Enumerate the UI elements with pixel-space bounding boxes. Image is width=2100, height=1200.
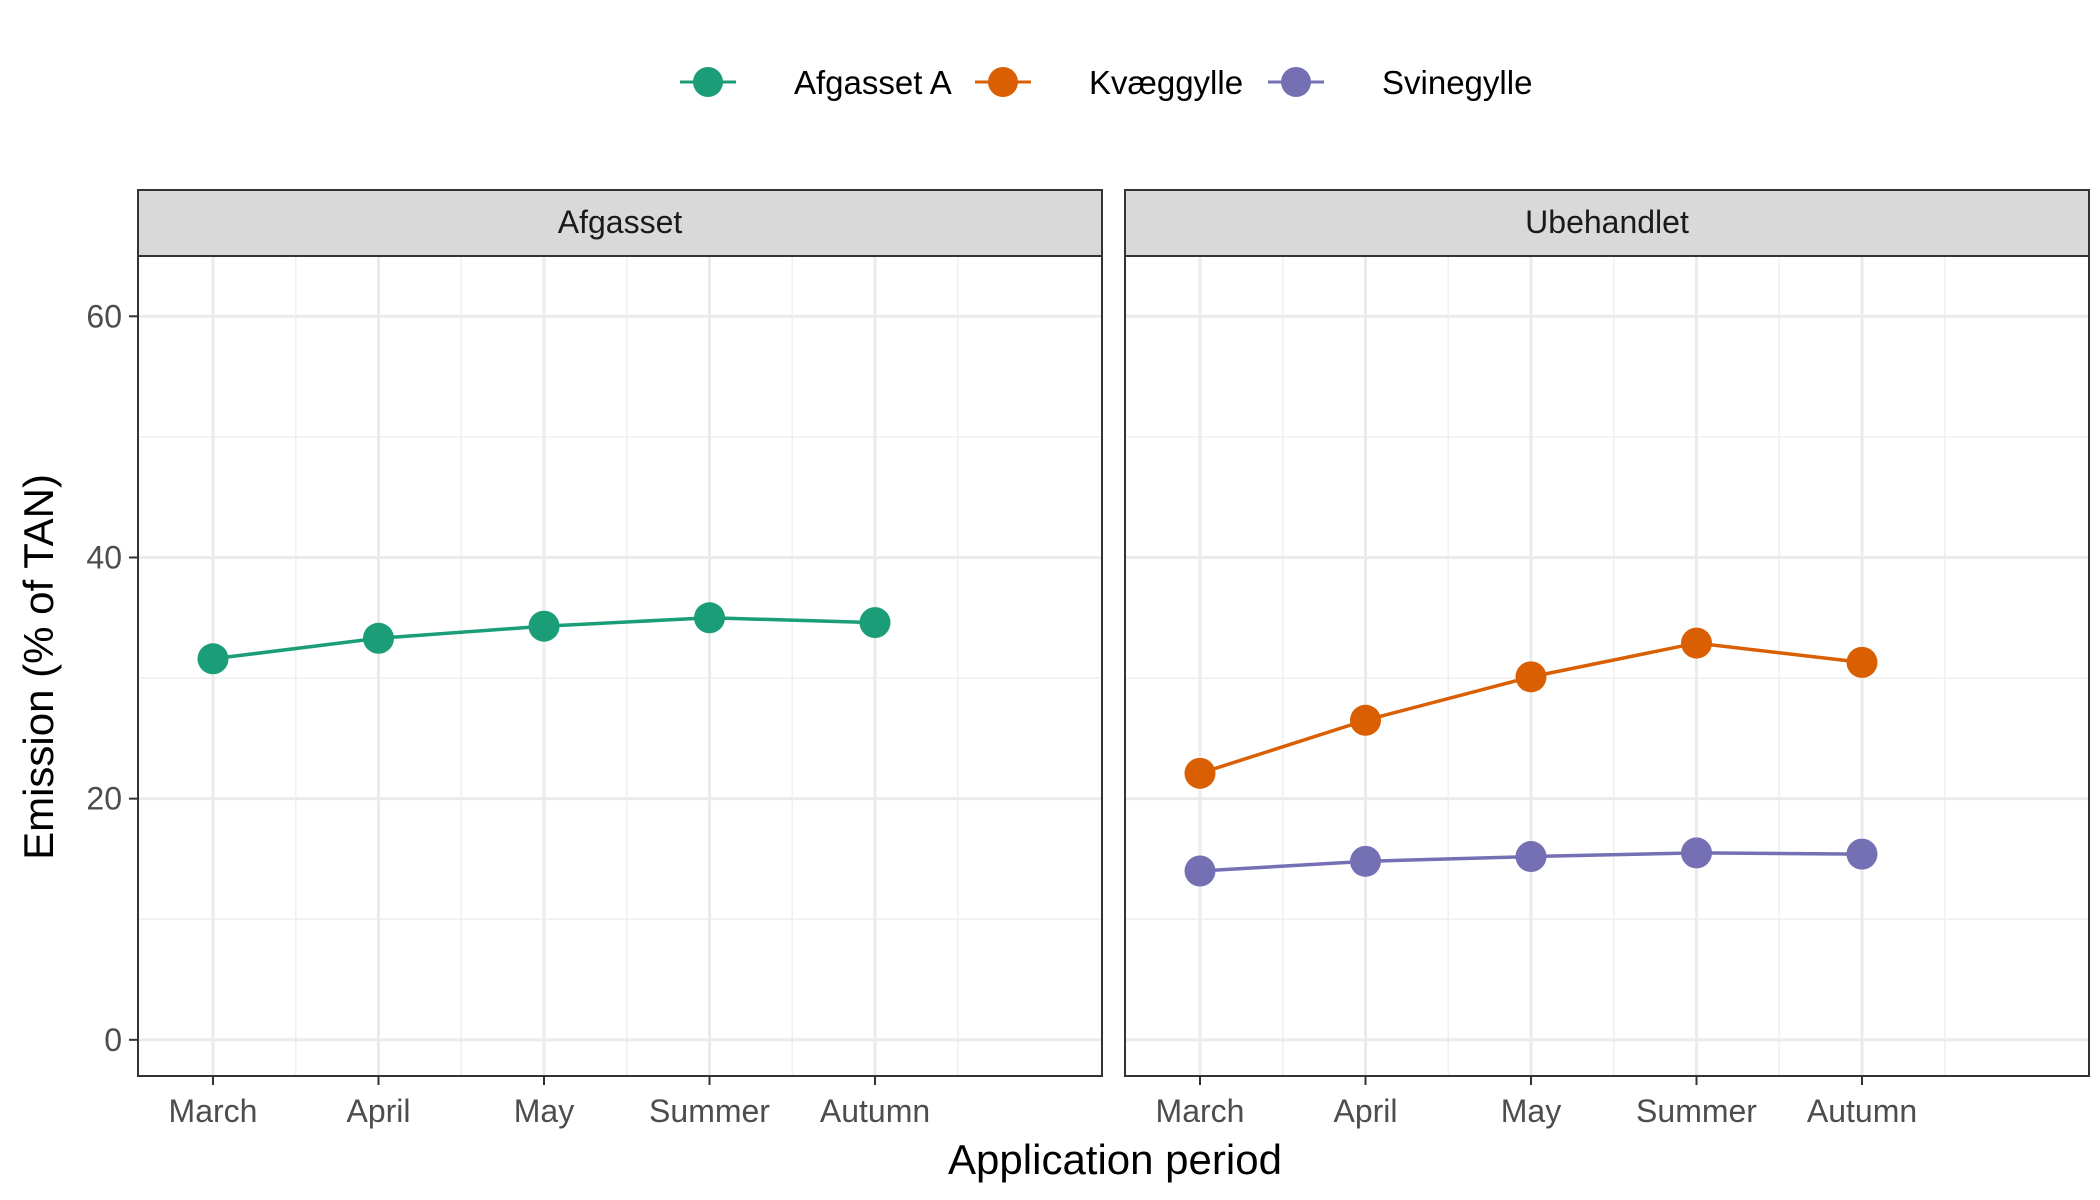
legend: Afgasset A Kvæggylle Svinegylle	[680, 64, 1532, 101]
data-point	[1184, 757, 1216, 789]
series	[1184, 627, 1878, 789]
x-tick-label: Summer	[1636, 1093, 1757, 1129]
data-point	[1846, 838, 1878, 870]
data-point	[1350, 704, 1381, 736]
x-tick-label: March	[1156, 1093, 1245, 1129]
facet-strip	[137, 189, 1103, 257]
data-point	[1184, 855, 1216, 887]
data-point	[1515, 841, 1547, 873]
x-tick-label: March	[169, 1093, 258, 1129]
y-tick-label: 20	[86, 781, 122, 817]
x-tick-label: April	[346, 1093, 410, 1129]
facet-strip	[1124, 189, 2090, 257]
y-tick-label: 40	[86, 539, 122, 575]
legend-point-key	[1281, 67, 1311, 97]
x-tick-label: Summer	[649, 1093, 770, 1129]
facet-strip-label: Afgasset	[558, 204, 683, 240]
y-axis-title: Emission (% of TAN)	[15, 474, 62, 860]
y-tick-label: 60	[86, 298, 122, 334]
data-point	[1515, 661, 1547, 693]
legend-item: Afgasset A	[680, 64, 952, 101]
facet-panel: Ubehandlet March April May Summer Autumn	[1124, 189, 2090, 1129]
legend-item: Svinegylle	[1268, 64, 1532, 101]
x-tick-label: April	[1333, 1093, 1397, 1129]
x-tick-label: May	[514, 1093, 574, 1129]
data-point	[363, 622, 394, 654]
legend-item: Kvæggylle	[975, 64, 1243, 101]
legend-point-key	[988, 67, 1018, 97]
legend-label: Svinegylle	[1382, 64, 1532, 101]
legend-point-key	[693, 67, 723, 97]
legend-label: Kvæggylle	[1089, 64, 1243, 101]
data-point	[528, 610, 560, 642]
legend-label: Afgasset A	[794, 64, 952, 101]
x-tick-label: Autumn	[1807, 1093, 1917, 1129]
panel-background	[138, 256, 1102, 1076]
data-point	[1681, 837, 1712, 869]
series	[197, 602, 891, 675]
series	[1184, 837, 1878, 887]
x-tick-label: May	[1501, 1093, 1561, 1129]
data-point	[1846, 646, 1878, 678]
facet-panels: Afgasset March April May Summer Autumn 0 20 40 60…	[86, 189, 2090, 1129]
y-tick-label: 0	[104, 1022, 122, 1058]
x-axis-title: Application period	[948, 1136, 1282, 1183]
data-point	[197, 643, 229, 675]
data-point	[1350, 845, 1381, 877]
facet-strip-label: Ubehandlet	[1525, 204, 1689, 240]
x-tick-label: Autumn	[820, 1093, 930, 1129]
data-point	[1681, 627, 1712, 659]
panel-background	[1125, 256, 2089, 1076]
data-point	[859, 607, 891, 639]
data-point	[694, 602, 725, 634]
facet-panel: Afgasset March April May Summer Autumn 0 20 40 60	[86, 189, 1103, 1129]
